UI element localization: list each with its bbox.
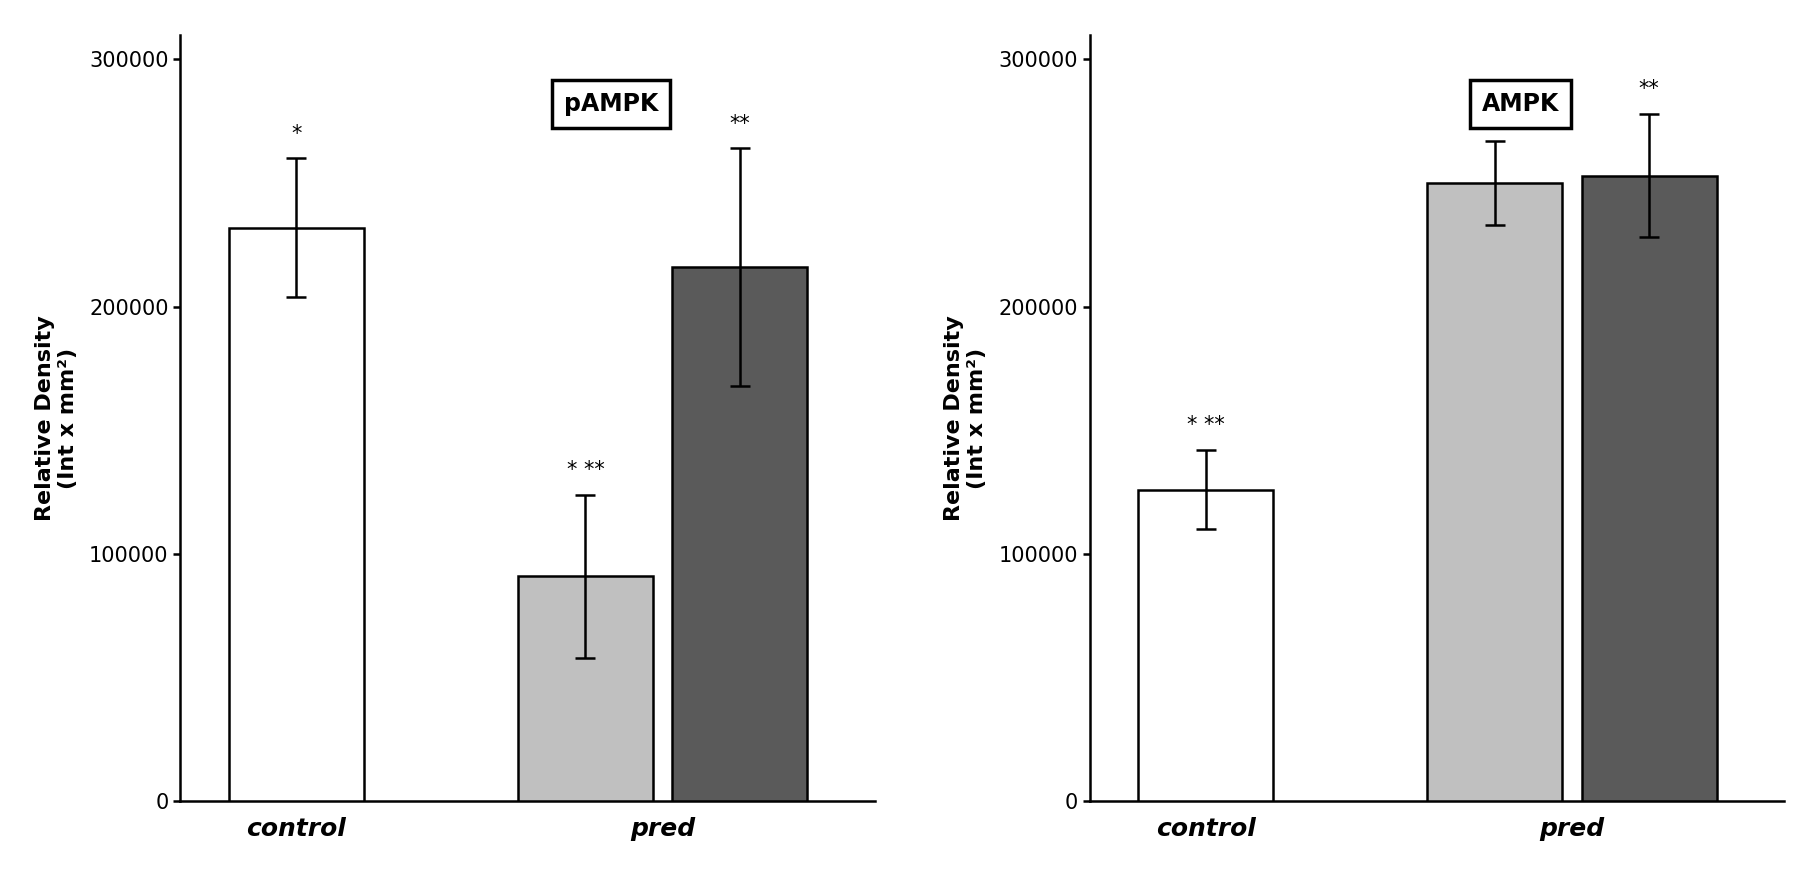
Bar	[1583, 176, 1717, 802]
Bar	[1428, 183, 1563, 802]
Text: AMPK: AMPK	[1482, 92, 1559, 116]
Bar	[673, 267, 808, 802]
Text: * **: * **	[1186, 415, 1224, 435]
Bar	[518, 576, 653, 802]
Text: *: *	[1490, 106, 1501, 126]
Y-axis label: Relative Density
(Int x mm²): Relative Density (Int x mm²)	[35, 315, 78, 521]
Text: * **: * **	[566, 460, 604, 480]
Bar	[229, 228, 364, 802]
Text: **: **	[1639, 79, 1659, 99]
Y-axis label: Relative Density
(Int x mm²): Relative Density (Int x mm²)	[944, 315, 988, 521]
Bar	[1139, 490, 1273, 802]
Text: pAMPK: pAMPK	[564, 92, 658, 116]
Text: *: *	[291, 124, 302, 144]
Text: **: **	[729, 114, 749, 134]
